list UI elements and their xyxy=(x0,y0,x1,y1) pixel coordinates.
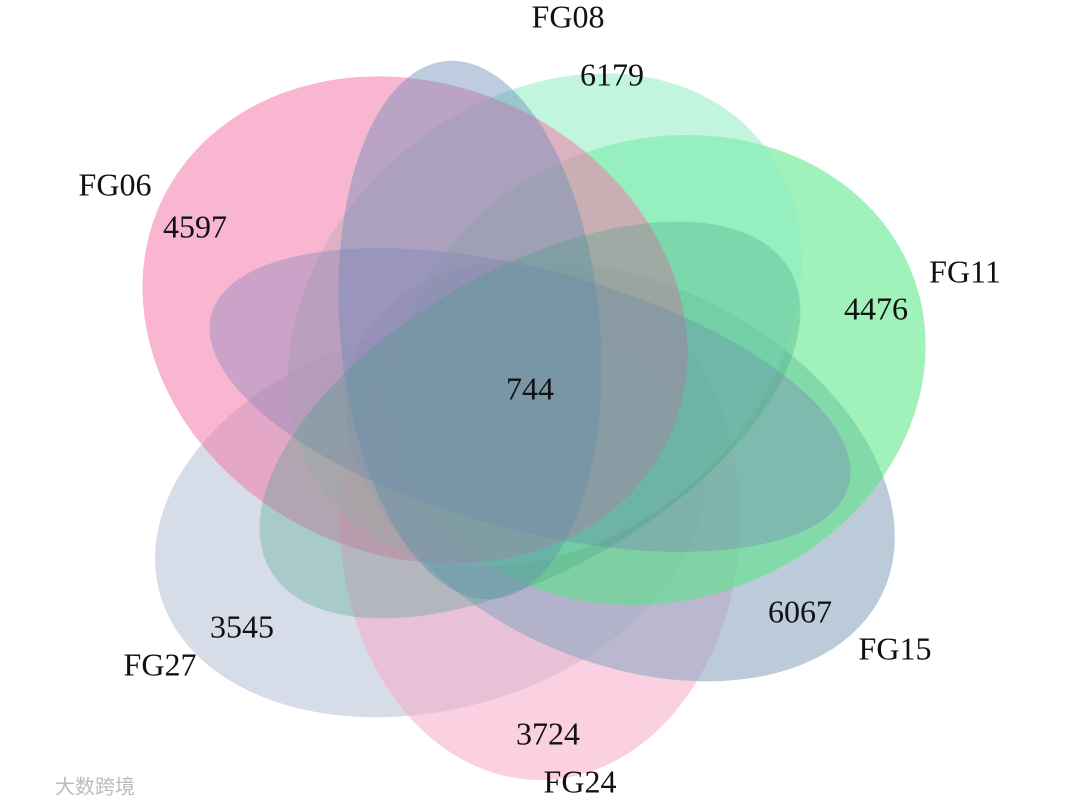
inner-petal xyxy=(259,221,801,619)
set-label: FG08 xyxy=(532,0,605,34)
watermark: 大数跨境 xyxy=(55,775,135,799)
core-count: 744 xyxy=(506,370,554,406)
petals xyxy=(142,60,926,780)
set-count: 4597 xyxy=(163,208,227,244)
set-label: FG15 xyxy=(859,630,932,666)
set-count: 4476 xyxy=(844,290,908,326)
set-label: FG24 xyxy=(544,763,617,799)
set-count: 3724 xyxy=(516,715,580,751)
set-label: FG06 xyxy=(79,166,152,202)
set-count: 6067 xyxy=(768,593,832,629)
set-count: 6179 xyxy=(580,56,644,92)
set-count: 3545 xyxy=(210,608,274,644)
set-label: FG11 xyxy=(929,253,1001,289)
set-label: FG27 xyxy=(124,646,197,682)
